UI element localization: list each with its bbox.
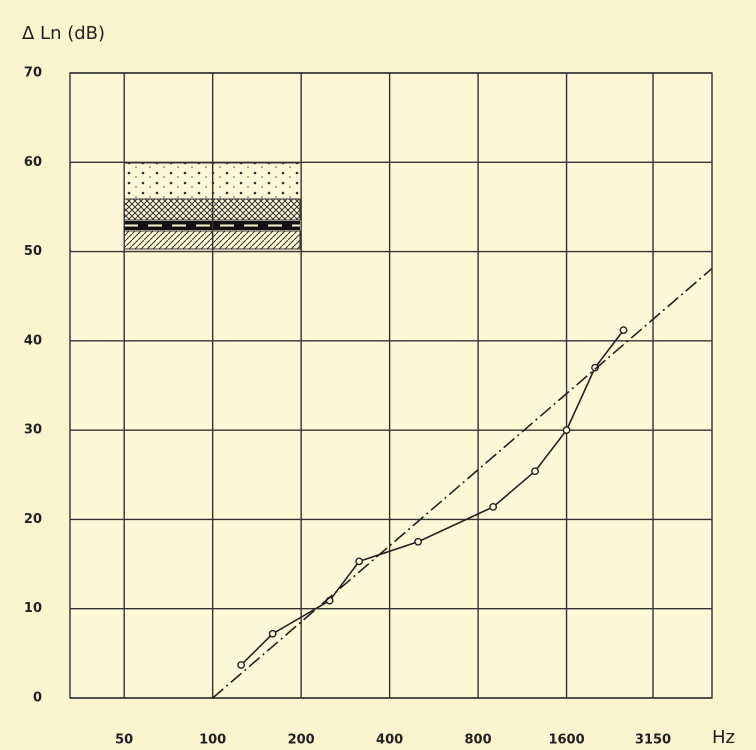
- data-point: [489, 503, 498, 511]
- y-axis-label: Δ Ln (dB): [22, 23, 105, 44]
- x-tick-label: 400: [376, 733, 403, 748]
- series-line: [212, 267, 713, 699]
- data-point: [237, 661, 246, 669]
- x-tick-label: 100: [199, 733, 226, 748]
- y-tick-label: 70: [24, 66, 42, 81]
- x-tick-label: 1600: [548, 733, 584, 748]
- y-tick-label: 10: [24, 601, 42, 616]
- data-point: [355, 557, 364, 566]
- data-point: [268, 629, 277, 638]
- y-tick-label: 60: [24, 155, 42, 170]
- data-point: [414, 537, 423, 546]
- data-point: [531, 467, 539, 476]
- y-tick-label: 50: [24, 244, 42, 259]
- data-point: [619, 326, 628, 335]
- x-tick-label: 50: [115, 733, 133, 748]
- y-tick-label: 20: [24, 512, 42, 527]
- data-point: [591, 363, 599, 372]
- y-tick-label: 0: [33, 691, 42, 706]
- x-tick-label: 800: [465, 733, 492, 748]
- x-tick-label: 200: [288, 733, 315, 748]
- y-tick-label: 30: [24, 423, 42, 438]
- x-axis-label: Hz: [712, 727, 735, 748]
- series-line: [240, 329, 625, 666]
- data-point: [562, 426, 571, 435]
- y-tick-label: 40: [24, 333, 42, 348]
- x-tick-label: 3150: [635, 733, 671, 748]
